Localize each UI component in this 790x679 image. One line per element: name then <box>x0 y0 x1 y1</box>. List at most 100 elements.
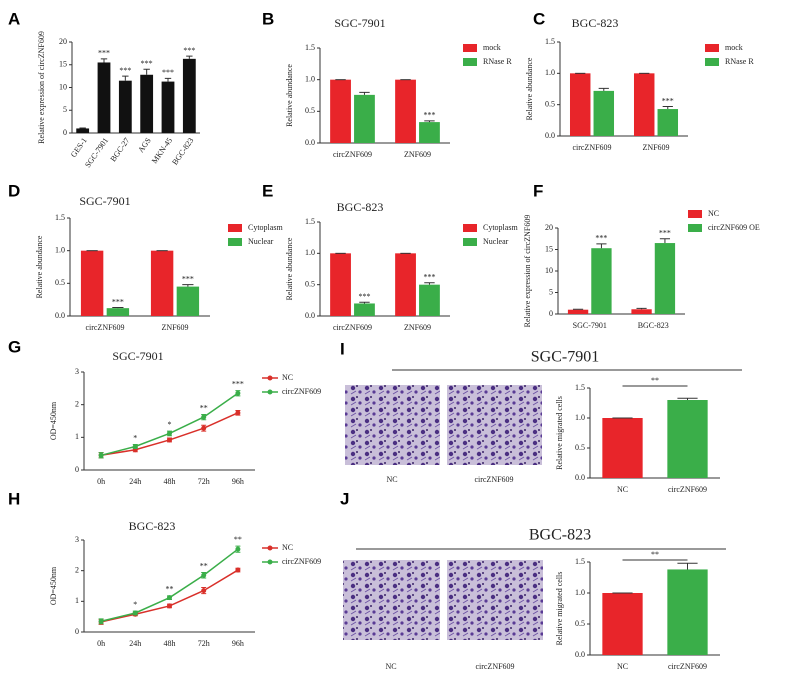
panel-title: SGC-7901 <box>112 349 163 363</box>
y-axis-label: Relative abundance <box>35 235 44 298</box>
legend-swatch <box>705 44 719 52</box>
x-tick-label: 96h <box>232 477 244 486</box>
y-tick-label: 1.5 <box>545 37 555 46</box>
bar <box>567 309 589 314</box>
error-bar <box>164 77 172 82</box>
panel-letter: J <box>340 489 349 508</box>
y-tick-label: 0.0 <box>305 311 315 320</box>
y-tick-label: 0 <box>549 309 553 318</box>
error-bar <box>112 307 124 309</box>
bar <box>140 74 154 133</box>
y-tick-label: 5 <box>549 287 553 296</box>
error-bar <box>598 87 609 91</box>
micrograph <box>343 560 440 640</box>
legend-label: NC <box>282 543 293 552</box>
point <box>235 567 241 573</box>
y-tick-label: 0.0 <box>55 311 65 320</box>
legend-swatch <box>228 238 242 246</box>
panel-title: BGC-823 <box>572 16 619 30</box>
y-tick-label: 0 <box>75 627 79 636</box>
error-bar <box>677 562 698 570</box>
y-tick-label: 0.5 <box>545 99 555 108</box>
y-tick-label: 0.5 <box>305 279 315 288</box>
x-tick-label: 48h <box>164 477 176 486</box>
panel-letter: F <box>533 181 543 200</box>
significance: *** <box>182 274 194 283</box>
error-bar <box>424 120 435 123</box>
significance: * <box>133 433 137 442</box>
bar <box>633 73 655 136</box>
legend-swatch <box>688 210 702 218</box>
y-tick-label: 0.0 <box>545 131 555 140</box>
x-tick-label: circZNF609 <box>333 150 372 159</box>
bar <box>657 109 679 136</box>
x-tick-label: BGC-27 <box>109 136 132 163</box>
y-tick-label: 1.0 <box>305 74 315 83</box>
x-tick-label: GES-1 <box>69 136 89 159</box>
significance: *** <box>183 46 195 55</box>
micrograph <box>447 385 542 465</box>
x-tick-label: 0h <box>97 639 105 648</box>
bar <box>419 284 440 316</box>
x-tick-label: NC <box>617 662 628 671</box>
significance: *** <box>358 292 370 301</box>
point <box>167 430 172 436</box>
bar <box>395 79 416 143</box>
x-tick-label: ZNF609 <box>404 150 431 159</box>
bar <box>667 569 708 655</box>
legend-label: RNase R <box>725 57 754 66</box>
significance: *** <box>98 49 110 58</box>
y-tick-label: 5 <box>63 105 67 114</box>
bar <box>76 128 90 133</box>
significance: *** <box>659 229 671 238</box>
legend-label: circZNF609 OE <box>708 223 760 232</box>
point <box>235 390 241 396</box>
bar <box>419 122 440 143</box>
significance: ** <box>200 403 208 412</box>
panel-letter: A <box>8 9 20 28</box>
point <box>167 595 172 601</box>
bar <box>354 94 375 143</box>
bar <box>161 81 175 133</box>
legend-label: NC <box>708 209 719 218</box>
legend-swatch <box>267 389 273 395</box>
error-bar <box>143 68 150 75</box>
significance: *** <box>423 273 435 282</box>
x-tick-label: 24h <box>129 639 141 648</box>
legend-label: Cytoplasm <box>483 223 518 232</box>
y-tick-label: 0 <box>63 128 67 137</box>
y-tick-label: 0.5 <box>55 278 65 287</box>
significance: * <box>133 600 137 609</box>
bar <box>631 309 652 314</box>
y-tick-label: 1 <box>75 596 79 605</box>
error-bar <box>122 75 129 81</box>
micrograph <box>345 385 440 465</box>
panel-title: BGC-823 <box>129 519 176 533</box>
point <box>167 437 172 443</box>
x-tick-label: circZNF609 <box>333 323 372 332</box>
bar <box>602 418 643 478</box>
x-tick-label: AGS <box>136 136 153 154</box>
y-tick-label: 1.0 <box>575 413 585 422</box>
x-tick-label: ZNF609 <box>404 323 431 332</box>
bar <box>330 79 351 143</box>
y-tick-label: 1.5 <box>575 557 585 566</box>
legend-label: mock <box>725 43 743 52</box>
y-tick-label: 20 <box>59 37 67 46</box>
legend-swatch <box>463 58 477 66</box>
y-tick-label: 3 <box>75 367 79 376</box>
y-tick-label: 0.5 <box>575 619 585 628</box>
legend-label: Nuclear <box>483 237 509 246</box>
y-axis-label: Relative expression of circZNF609 <box>523 215 532 328</box>
y-tick-label: 0 <box>75 465 79 474</box>
error-bar <box>424 282 435 285</box>
y-axis-label: Relative abundance <box>285 64 294 127</box>
point <box>167 603 172 609</box>
error-bar <box>662 106 673 110</box>
y-tick-label: 1.0 <box>575 588 585 597</box>
y-axis-label: Relative expression of circZNF609 <box>37 31 46 144</box>
error-bar <box>359 301 370 304</box>
significance: ** <box>651 376 659 385</box>
legend-swatch <box>463 224 477 232</box>
x-tick-label: circZNF609 <box>85 323 124 332</box>
